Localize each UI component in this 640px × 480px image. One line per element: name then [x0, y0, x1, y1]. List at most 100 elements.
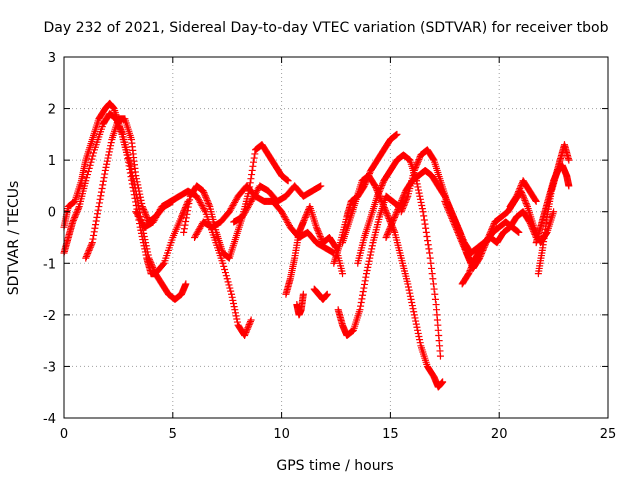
- data-point-fill: [367, 248, 375, 256]
- data-point-fill: [413, 180, 421, 188]
- data-point-fill: [453, 225, 461, 233]
- data-point-fill: [366, 254, 374, 262]
- series-arc5: [180, 141, 292, 262]
- data-point-fill: [140, 232, 148, 240]
- data-point-fill: [398, 206, 406, 214]
- data-point-fill: [386, 224, 394, 232]
- data-point-fill: [470, 257, 478, 265]
- data-point-fill: [385, 226, 393, 234]
- data-point-fill: [381, 205, 389, 213]
- data-point-fill: [182, 218, 190, 226]
- data-point-fill: [231, 306, 239, 314]
- data-point-fill: [83, 251, 91, 259]
- data-point-fill: [453, 227, 461, 235]
- data-point-fill: [73, 207, 81, 215]
- data-point-fill: [412, 317, 420, 325]
- data-point-fill: [429, 280, 437, 288]
- data-point-fill: [445, 208, 453, 216]
- data-point-fill: [465, 255, 473, 263]
- data-point-fill: [316, 232, 324, 240]
- data-point: [228, 290, 236, 298]
- data-point-fill: [408, 298, 416, 306]
- data-point-fill: [134, 184, 142, 192]
- data-point-fill: [522, 199, 530, 207]
- data-point-fill: [415, 156, 423, 164]
- data-point-fill: [399, 203, 407, 211]
- data-point-fill: [466, 267, 474, 275]
- data-point-fill: [462, 247, 470, 255]
- data-point: [419, 208, 427, 216]
- data-point-fill: [243, 327, 251, 335]
- data-point-fill: [141, 236, 149, 244]
- data-point-fill: [143, 213, 151, 221]
- data-point-fill: [376, 186, 384, 194]
- data-point-fill: [105, 151, 113, 159]
- data-point: [362, 270, 370, 278]
- data-point-fill: [105, 148, 113, 156]
- data-point-fill: [443, 202, 451, 210]
- series-arc14: [354, 151, 444, 360]
- data-point-fill: [136, 190, 144, 198]
- data-point-fill: [515, 188, 523, 196]
- data-point-fill: [414, 326, 422, 334]
- data-point-fill: [458, 238, 466, 246]
- data-point-fill: [104, 154, 112, 162]
- data-point: [317, 182, 325, 190]
- data-point-fill: [465, 268, 473, 276]
- data-point-fill: [223, 275, 231, 283]
- data-point-fill: [244, 324, 252, 332]
- data-point: [382, 234, 390, 241]
- data-point-fill: [424, 237, 432, 245]
- data-point-fill: [388, 220, 396, 228]
- data-point-fill: [463, 250, 471, 258]
- data-point-fill: [203, 196, 211, 204]
- data-point-fill: [449, 218, 457, 226]
- data-point-fill: [519, 192, 527, 200]
- data-point-fill: [201, 190, 209, 198]
- data-point-fill: [403, 194, 411, 202]
- data-point-fill: [94, 206, 102, 214]
- data-point-fill: [106, 145, 114, 153]
- data-point: [441, 197, 449, 205]
- data-point-fill: [86, 243, 94, 251]
- data-point-fill: [245, 321, 253, 329]
- data-point-fill: [451, 222, 459, 230]
- data-point-fill: [135, 187, 143, 195]
- data-point-fill: [364, 263, 372, 271]
- data-point-fill: [241, 330, 249, 338]
- data-point-fill: [222, 272, 230, 280]
- data-point-fill: [84, 248, 92, 256]
- series-arc21: [532, 161, 573, 247]
- data-point-fill: [180, 225, 188, 233]
- data-point-fill: [149, 263, 157, 271]
- data-point-fill: [469, 260, 477, 268]
- data-point-fill: [467, 265, 475, 273]
- data-point-fill: [315, 229, 323, 237]
- data-point-fill: [412, 163, 420, 171]
- data-point-fill: [144, 248, 152, 256]
- data-point-fill: [416, 154, 424, 162]
- data-point-fill: [399, 205, 407, 213]
- data-point-fill: [182, 214, 190, 222]
- data-point-fill: [380, 204, 388, 212]
- data-point-fill: [456, 235, 464, 243]
- data-point: [247, 316, 255, 324]
- data-point-fill: [86, 245, 94, 253]
- data-point-fill: [178, 211, 186, 219]
- data-point-fill: [414, 329, 422, 337]
- data-point-fill: [246, 319, 254, 327]
- data-point-fill: [421, 220, 429, 228]
- data-point-fill: [517, 183, 525, 191]
- data-point-fill: [139, 204, 147, 212]
- series-arc9: [293, 290, 307, 319]
- data-point-fill: [357, 302, 365, 310]
- chart-title: Day 232 of 2021, Sidereal Day-to-day VTE…: [43, 20, 608, 36]
- data-point-fill: [375, 189, 383, 197]
- data-point-fill: [406, 289, 414, 297]
- series-arc7: [230, 182, 325, 226]
- data-point-fill: [221, 265, 229, 273]
- data-point: [439, 378, 447, 386]
- data-point: [447, 213, 455, 221]
- data-point: [145, 254, 153, 262]
- data-point-fill: [142, 242, 150, 250]
